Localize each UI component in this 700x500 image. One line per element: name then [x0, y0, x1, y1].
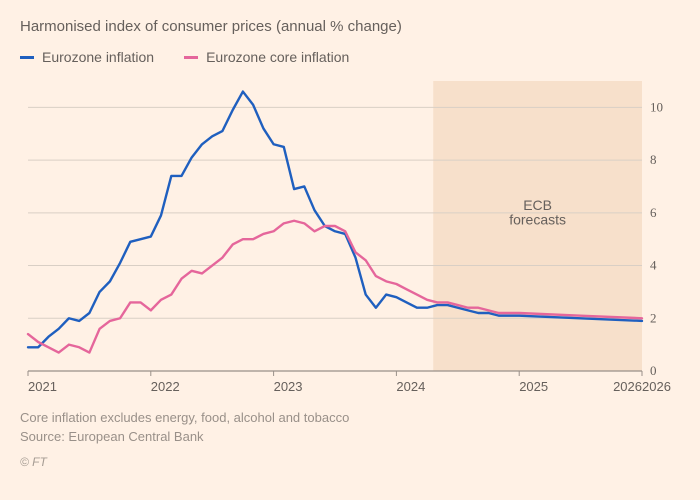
svg-text:4: 4 — [650, 258, 657, 273]
svg-text:2021: 2021 — [28, 379, 57, 394]
footnote-source: Source: European Central Bank — [20, 428, 680, 447]
svg-text:forecasts: forecasts — [509, 212, 566, 228]
legend-swatch-core — [184, 56, 198, 59]
legend-item-core: Eurozone core inflation — [184, 49, 349, 65]
legend-label-inflation: Eurozone inflation — [42, 49, 154, 65]
svg-text:2026: 2026 — [642, 379, 671, 394]
line-chart-svg: 02468102021202220232024202520262026ECBfo… — [20, 77, 680, 397]
legend-swatch-inflation — [20, 56, 34, 59]
svg-text:2023: 2023 — [274, 379, 303, 394]
svg-text:2022: 2022 — [151, 379, 180, 394]
svg-text:0: 0 — [650, 363, 657, 378]
svg-text:10: 10 — [650, 99, 663, 114]
chart-plot: 02468102021202220232024202520262026ECBfo… — [20, 77, 680, 397]
chart-container: Harmonised index of consumer prices (ann… — [0, 0, 700, 500]
svg-text:2026: 2026 — [613, 379, 642, 394]
legend-label-core: Eurozone core inflation — [206, 49, 349, 65]
chart-subtitle: Harmonised index of consumer prices (ann… — [20, 18, 680, 35]
chart-footnote: Core inflation excludes energy, food, al… — [20, 409, 680, 447]
svg-text:2025: 2025 — [519, 379, 548, 394]
svg-text:8: 8 — [650, 152, 657, 167]
footnote-def: Core inflation excludes energy, food, al… — [20, 409, 680, 428]
svg-text:6: 6 — [650, 205, 657, 220]
legend: Eurozone inflation Eurozone core inflati… — [20, 49, 680, 65]
svg-text:2024: 2024 — [396, 379, 425, 394]
copyright: © FT — [20, 455, 680, 469]
legend-item-inflation: Eurozone inflation — [20, 49, 154, 65]
svg-text:2: 2 — [650, 310, 657, 325]
